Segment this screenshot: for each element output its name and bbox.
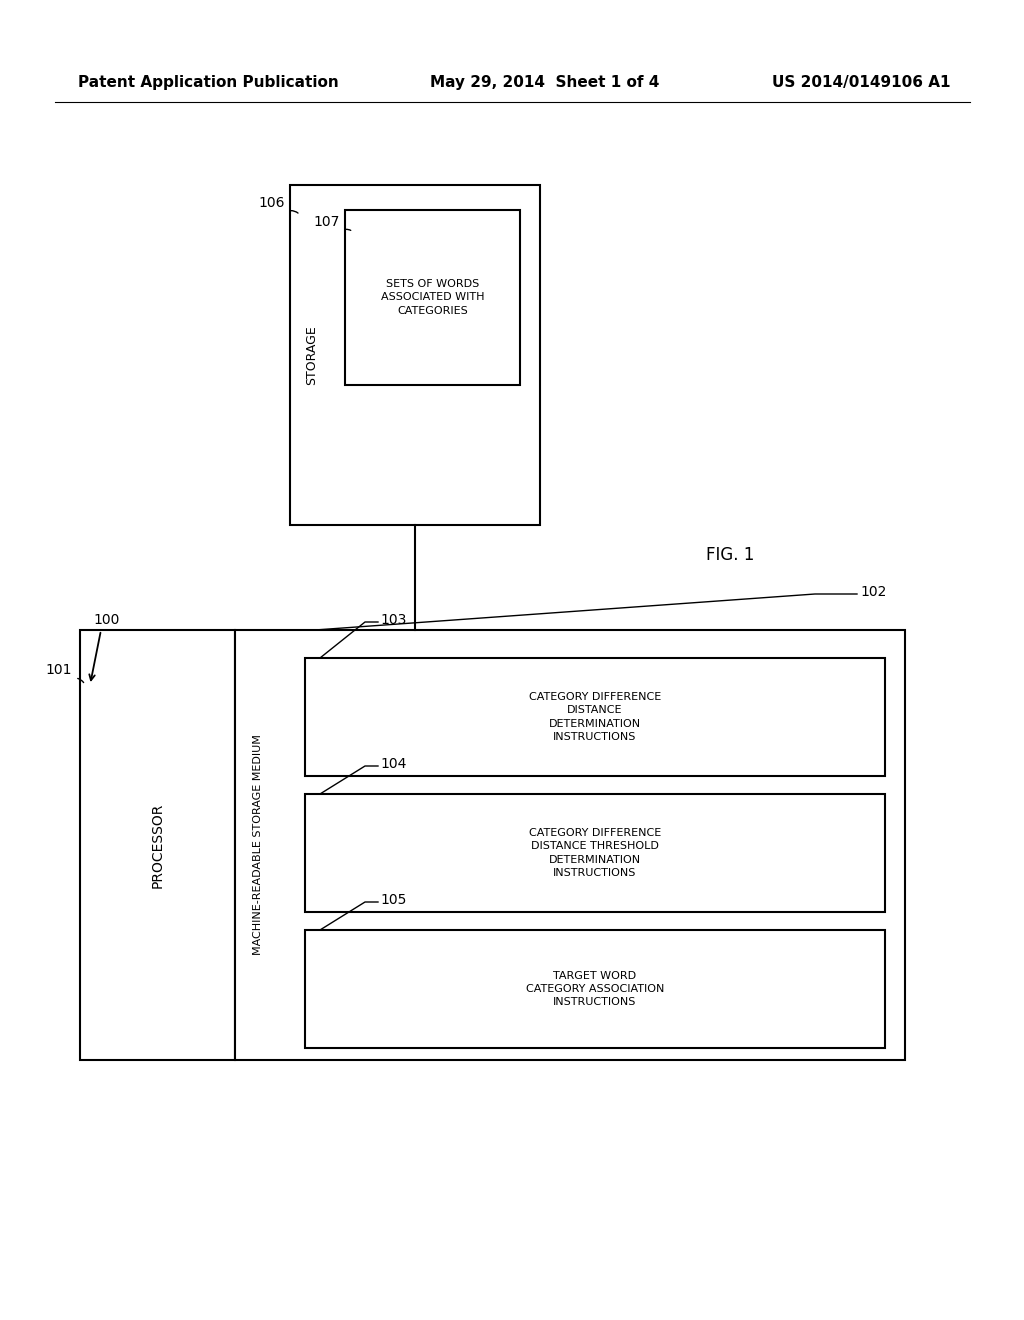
Text: 101: 101 [45,663,72,677]
Text: 102: 102 [860,585,887,599]
Text: SETS OF WORDS
ASSOCIATED WITH
CATEGORIES: SETS OF WORDS ASSOCIATED WITH CATEGORIES [381,280,484,315]
Text: PROCESSOR: PROCESSOR [151,803,165,887]
Text: FIG. 1: FIG. 1 [706,546,755,564]
Bar [305,795,885,912]
Text: May 29, 2014  Sheet 1 of 4: May 29, 2014 Sheet 1 of 4 [430,74,659,90]
Text: 105: 105 [380,894,407,907]
Bar [305,931,885,1048]
Bar [234,630,905,1060]
Bar [345,210,520,385]
Text: TARGET WORD
CATEGORY ASSOCIATION
INSTRUCTIONS: TARGET WORD CATEGORY ASSOCIATION INSTRUC… [525,970,665,1007]
Text: 103: 103 [380,612,407,627]
Text: STORAGE: STORAGE [305,325,318,385]
Text: 104: 104 [380,756,407,771]
Bar [290,185,540,525]
Text: US 2014/0149106 A1: US 2014/0149106 A1 [771,74,950,90]
Text: 107: 107 [313,215,340,228]
Text: MACHINE-READABLE STORAGE MEDIUM: MACHINE-READABLE STORAGE MEDIUM [253,734,263,956]
Text: 106: 106 [258,195,285,210]
Text: CATEGORY DIFFERENCE
DISTANCE
DETERMINATION
INSTRUCTIONS: CATEGORY DIFFERENCE DISTANCE DETERMINATI… [528,692,662,742]
Text: CATEGORY DIFFERENCE
DISTANCE THRESHOLD
DETERMINATION
INSTRUCTIONS: CATEGORY DIFFERENCE DISTANCE THRESHOLD D… [528,828,662,878]
Bar [305,657,885,776]
Text: Patent Application Publication: Patent Application Publication [78,74,339,90]
Bar [80,630,234,1060]
Text: 100: 100 [93,612,120,627]
